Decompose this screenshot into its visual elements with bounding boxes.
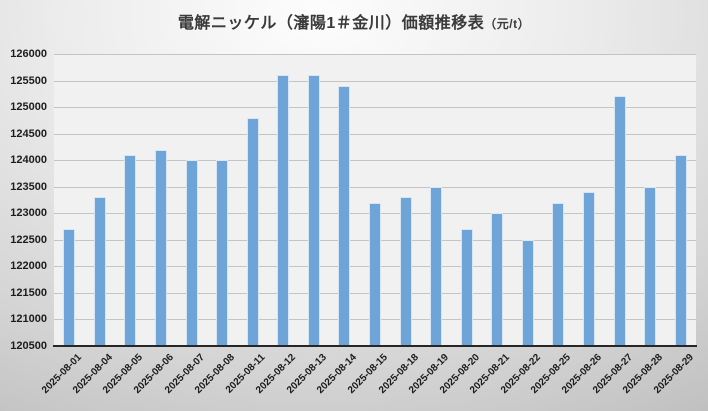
bar-2025-08-15 bbox=[369, 203, 381, 346]
bar-2025-08-28 bbox=[644, 187, 656, 346]
bar-2025-08-18 bbox=[400, 197, 412, 346]
y-tick-label-123500: 123500 bbox=[10, 181, 47, 193]
bar-2025-08-07 bbox=[186, 160, 198, 346]
y-tick-label-125500: 125500 bbox=[10, 75, 47, 87]
bar-2025-08-25 bbox=[552, 203, 564, 346]
gridline-126000 bbox=[54, 54, 696, 55]
bar-2025-08-11 bbox=[247, 118, 259, 346]
y-tick-label-120500: 120500 bbox=[10, 340, 47, 352]
y-tick-label-126000: 126000 bbox=[10, 48, 47, 60]
y-tick-label-124000: 124000 bbox=[10, 154, 47, 166]
gridline-124500 bbox=[54, 134, 696, 135]
bar-2025-08-05 bbox=[124, 155, 136, 346]
bar-2025-08-13 bbox=[308, 75, 320, 346]
y-tick-label-121000: 121000 bbox=[10, 313, 47, 325]
y-tick-label-121500: 121500 bbox=[10, 287, 47, 299]
chart-title: 電解ニッケル（瀋陽1＃金川）価額推移表（元/t） bbox=[0, 9, 708, 33]
gridline-125000 bbox=[54, 107, 696, 108]
x-axis-line bbox=[53, 345, 697, 347]
bar-2025-08-14 bbox=[338, 86, 350, 346]
bar-2025-08-19 bbox=[430, 187, 442, 346]
chart-title-unit: （元/t） bbox=[484, 17, 531, 31]
y-tick-label-123000: 123000 bbox=[10, 207, 47, 219]
gridline-125500 bbox=[54, 81, 696, 82]
bar-2025-08-04 bbox=[94, 197, 106, 346]
y-tick-label-122500: 122500 bbox=[10, 234, 47, 246]
y-tick-label-122000: 122000 bbox=[10, 260, 47, 272]
bar-2025-08-27 bbox=[614, 96, 626, 346]
plot-area bbox=[54, 54, 696, 346]
bar-2025-08-12 bbox=[277, 75, 289, 346]
y-tick-label-124500: 124500 bbox=[10, 128, 47, 140]
chart-title-main: 電解ニッケル（瀋陽1＃金川）価額推移表 bbox=[177, 15, 485, 32]
bar-2025-08-20 bbox=[461, 229, 473, 346]
bar-2025-08-29 bbox=[675, 155, 687, 346]
bar-2025-08-26 bbox=[583, 192, 595, 346]
gridline-123500 bbox=[54, 187, 696, 188]
gridline-124000 bbox=[54, 160, 696, 161]
bar-2025-08-01 bbox=[63, 229, 75, 346]
y-tick-label-125000: 125000 bbox=[10, 101, 47, 113]
bar-2025-08-06 bbox=[155, 150, 167, 346]
bar-2025-08-08 bbox=[216, 160, 228, 346]
bar-2025-08-22 bbox=[522, 240, 534, 346]
bar-2025-08-21 bbox=[491, 213, 503, 346]
